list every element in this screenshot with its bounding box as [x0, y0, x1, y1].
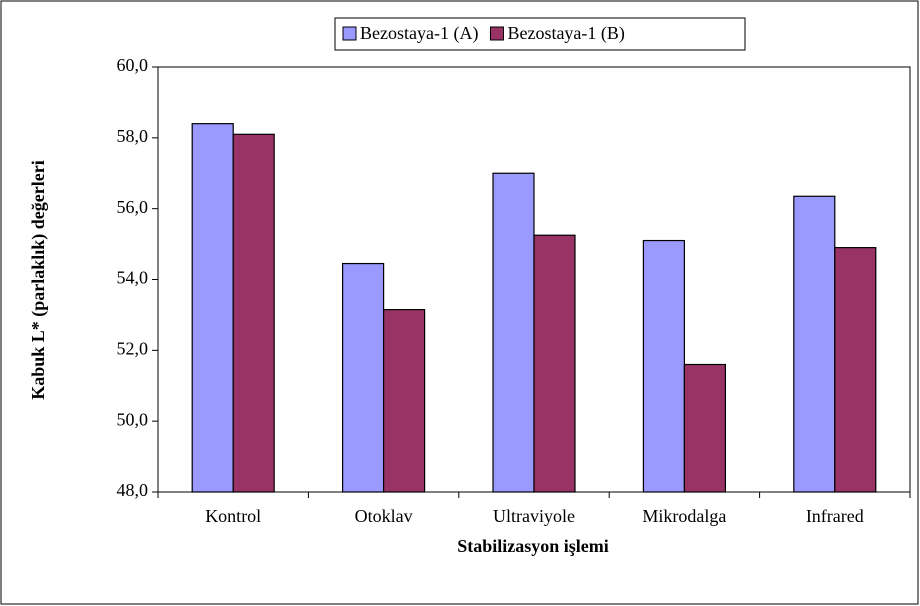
- x-tick-label: Kontrol: [205, 506, 261, 526]
- y-tick-label: 56,0: [117, 197, 149, 217]
- bar: [683, 363, 727, 493]
- bar: [383, 309, 426, 493]
- y-tick-label: 52,0: [117, 338, 149, 358]
- bar: [232, 133, 275, 493]
- bar: [191, 123, 234, 493]
- y-axis-label: Kabuk L* (parlaklık) değerleri: [28, 160, 49, 400]
- x-tick-label: Infrared: [806, 506, 864, 526]
- y-tick-label: 48,0: [117, 480, 149, 500]
- bar: [533, 234, 576, 493]
- legend-box: [334, 17, 746, 51]
- x-tick-label: Ultraviyole: [493, 506, 575, 526]
- legend-swatch: [489, 26, 504, 41]
- x-axis-label: Stabilizasyon işlemi: [457, 536, 609, 556]
- y-tick-label: 58,0: [117, 126, 149, 146]
- bar: [492, 172, 535, 493]
- bar: [642, 239, 686, 493]
- bar: [834, 247, 877, 493]
- y-tick-label: 54,0: [117, 268, 149, 288]
- y-tick-label: 60,0: [117, 55, 149, 75]
- x-tick-label: Otoklav: [355, 506, 413, 526]
- y-tick-label: 50,0: [117, 409, 149, 429]
- legend-swatch: [342, 26, 357, 41]
- bar: [793, 195, 836, 493]
- legend-label: Bezostaya-1 (A): [360, 23, 478, 44]
- bar: [342, 262, 385, 493]
- legend-label: Bezostaya-1 (B): [507, 23, 624, 44]
- x-tick-label: Mikrodalga: [642, 506, 726, 526]
